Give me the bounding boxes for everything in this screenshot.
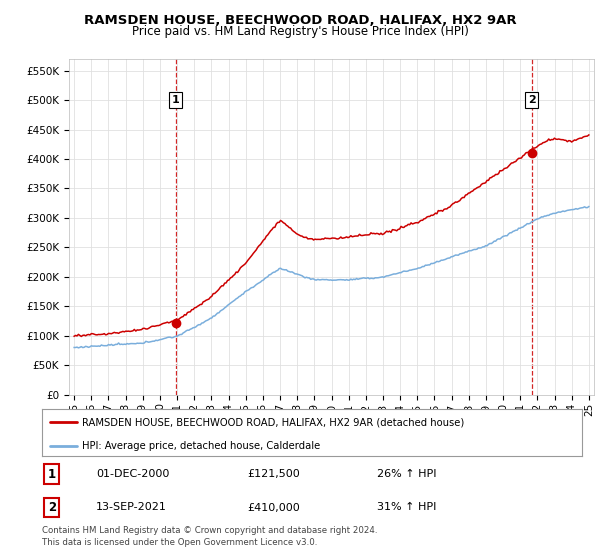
Text: Price paid vs. HM Land Registry's House Price Index (HPI): Price paid vs. HM Land Registry's House …: [131, 25, 469, 38]
Text: 26% ↑ HPI: 26% ↑ HPI: [377, 469, 436, 479]
Text: 1: 1: [172, 95, 179, 105]
Text: 1: 1: [47, 468, 56, 480]
Text: £121,500: £121,500: [247, 469, 300, 479]
Text: 01-DEC-2000: 01-DEC-2000: [96, 469, 169, 479]
Text: Contains HM Land Registry data © Crown copyright and database right 2024.
This d: Contains HM Land Registry data © Crown c…: [42, 526, 377, 547]
Text: £410,000: £410,000: [247, 502, 300, 512]
Text: 2: 2: [528, 95, 536, 105]
Text: 31% ↑ HPI: 31% ↑ HPI: [377, 502, 436, 512]
Text: RAMSDEN HOUSE, BEECHWOOD ROAD, HALIFAX, HX2 9AR: RAMSDEN HOUSE, BEECHWOOD ROAD, HALIFAX, …: [83, 14, 517, 27]
Text: HPI: Average price, detached house, Calderdale: HPI: Average price, detached house, Cald…: [83, 441, 321, 451]
Text: 2: 2: [47, 501, 56, 514]
Text: 13-SEP-2021: 13-SEP-2021: [96, 502, 167, 512]
Text: RAMSDEN HOUSE, BEECHWOOD ROAD, HALIFAX, HX2 9AR (detached house): RAMSDEN HOUSE, BEECHWOOD ROAD, HALIFAX, …: [83, 417, 465, 427]
